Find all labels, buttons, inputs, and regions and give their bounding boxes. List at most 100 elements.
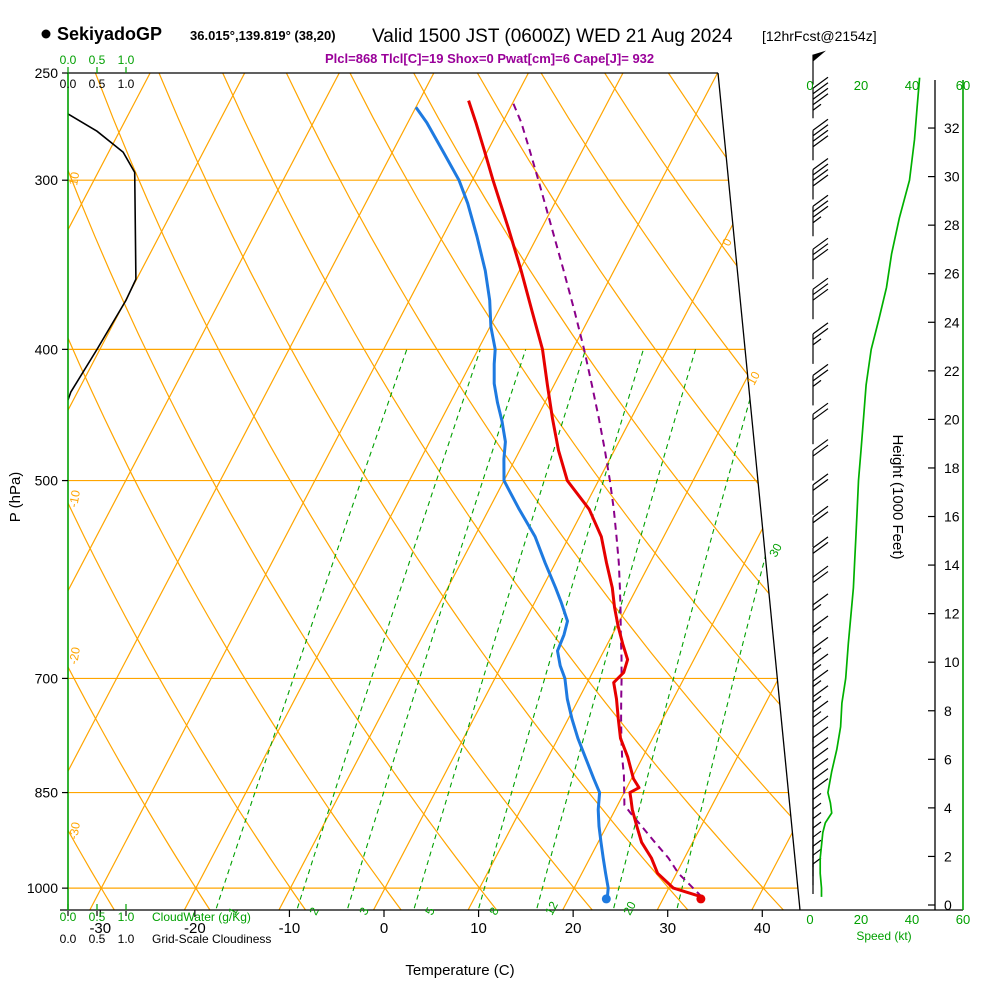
- plot-frame: [60, 72, 964, 911]
- speed-curve: [819, 77, 921, 897]
- cloudiness-scale-label-bottom: 0.5: [89, 932, 106, 946]
- wind-barb-full-tick: [812, 174, 829, 187]
- cloudwater-axis-title: CloudWater (g/Kg): [152, 910, 251, 924]
- wind-barb-full-tick: [812, 669, 829, 682]
- sounding-profiles: [414, 100, 706, 904]
- speed-scale-label-bottom: 60: [956, 912, 970, 927]
- station-bullet-icon: [41, 29, 51, 39]
- height-tick-label: 0: [944, 897, 952, 913]
- wind-barb-full-tick: [812, 593, 829, 606]
- cloudiness-scale-label-bottom: 1.0: [118, 932, 135, 946]
- wind-barb-full-tick: [812, 76, 829, 89]
- dry-adiabat-line: [68, 73, 407, 910]
- height-tick-label: 4: [944, 800, 952, 816]
- surface-dewpoint-dot: [601, 894, 611, 904]
- wind-barb-full-tick: [812, 439, 829, 452]
- wind-barb-full-tick: [812, 700, 829, 713]
- height-tick-label: 6: [944, 751, 952, 767]
- wind-barb-pennant: [813, 50, 826, 62]
- isotherm-line: [656, 73, 800, 910]
- height-tick-label: 18: [944, 460, 960, 476]
- surface-temp-dot: [696, 894, 706, 904]
- isotherm-line: [278, 73, 719, 910]
- wind-barb-half-tick: [812, 216, 822, 224]
- pressure-tick-label: 700: [35, 670, 59, 686]
- dewpoint-curve: [414, 106, 610, 898]
- mixing-ratio-label: 3: [356, 905, 372, 918]
- dry-adiabat-line: [540, 73, 800, 910]
- mixing-ratio-label: 12: [542, 899, 561, 918]
- mixing-ratio-label: 5: [422, 905, 438, 918]
- dry-adiabat-line: [68, 73, 311, 910]
- temperature-tick-label: 40: [754, 920, 771, 937]
- wind-barb-full-tick: [812, 408, 829, 421]
- wind-barb-full-tick: [812, 636, 829, 649]
- wind-barb-full-tick: [812, 237, 829, 250]
- cloudiness-scale-label-top: 1.0: [118, 77, 135, 91]
- height-tick-label: 12: [944, 606, 960, 622]
- height-tick-label: 20: [944, 411, 960, 427]
- dry-adiabat-label: -30: [66, 821, 83, 841]
- frame-right-slant: [717, 72, 801, 911]
- speed-scale-label-top: 60: [956, 78, 970, 93]
- mixing-ratio-lines: [212, 349, 800, 910]
- mixing-ratio-label: 2: [306, 905, 322, 918]
- wind-barb-full-tick: [812, 726, 829, 739]
- wind-barb-full-tick: [812, 737, 829, 750]
- height-tick-label: 2: [944, 848, 952, 864]
- dry-adiabat-line: [68, 73, 215, 910]
- height-tick-label: 28: [944, 217, 960, 233]
- wind-barb-half-tick: [812, 711, 822, 719]
- pressure-tick-label: 1000: [27, 880, 58, 896]
- wind-barb-full-tick: [812, 205, 829, 218]
- wind-barb-full-tick: [812, 158, 829, 170]
- dry-adiabat-line: [285, 73, 800, 910]
- cloudiness-profile: [68, 113, 137, 401]
- wind-barb-full-tick: [812, 200, 829, 213]
- mixing-ratio-line: [344, 349, 527, 910]
- speed-scale-label-bottom: 40: [905, 912, 919, 927]
- cloudwater-scale-label-bottom: 1.0: [118, 910, 135, 924]
- pressure-tick-label: 400: [35, 341, 59, 357]
- height-tick-label: 24: [944, 314, 960, 330]
- forecast-tag: [12hrFcst@2154z]: [762, 28, 877, 44]
- wind-barb-full-tick: [812, 541, 829, 554]
- mixing-ratio-label: 20: [620, 899, 639, 918]
- dry-adiabat-label: 10: [66, 171, 82, 187]
- pressure-axis-title: P (hPa): [7, 472, 24, 523]
- valid-time-title: Valid 1500 JST (0600Z) WED 21 Aug 2024: [372, 26, 733, 47]
- speed-scale-label-bottom: 20: [854, 912, 868, 927]
- isotherm-line: [372, 73, 800, 910]
- wind-barb-full-tick: [812, 511, 829, 524]
- wind-barb-full-tick: [812, 369, 829, 382]
- wind-barb-full-tick: [812, 93, 829, 106]
- height-tick-label: 22: [944, 363, 960, 379]
- wind-barb-full-tick: [812, 778, 829, 791]
- wind-barb-full-tick: [812, 565, 829, 578]
- cloudiness-axis-title: Grid-Scale Cloudiness: [152, 932, 271, 946]
- wind-barb-full-tick: [812, 129, 829, 142]
- wind-barb-full-tick: [812, 322, 829, 335]
- wind-barb-full-tick: [812, 768, 829, 781]
- station-name: SekiyadoGP: [57, 24, 162, 44]
- wind-barb-half-tick: [812, 695, 822, 703]
- temperature-tick-label: 30: [659, 920, 676, 937]
- cloudwater-scale-label-bottom: 0.5: [89, 910, 106, 924]
- height-tick-label: 32: [944, 120, 960, 136]
- speed-scale-label-top: 20: [854, 78, 868, 93]
- wind-barb-half-tick: [812, 821, 822, 829]
- cloudiness-scale-label-top: 0.0: [60, 77, 77, 91]
- dry-adiabat-line: [222, 73, 791, 910]
- height-tick-label: 16: [944, 509, 960, 525]
- wind-barb-full-tick: [812, 505, 829, 518]
- pressure-tick-label: 300: [35, 172, 59, 188]
- dry-adiabat-line: [158, 73, 695, 910]
- height-tick-label: 10: [944, 654, 960, 670]
- wind-barb-full-tick: [812, 536, 829, 549]
- temperature-tick-label: 10: [470, 920, 487, 937]
- wind-barb-full-tick: [812, 248, 829, 261]
- dry-adiabat-label: -10: [66, 489, 83, 509]
- wind-barb-full-tick: [812, 402, 829, 415]
- dry-adiabat-line: [68, 73, 120, 910]
